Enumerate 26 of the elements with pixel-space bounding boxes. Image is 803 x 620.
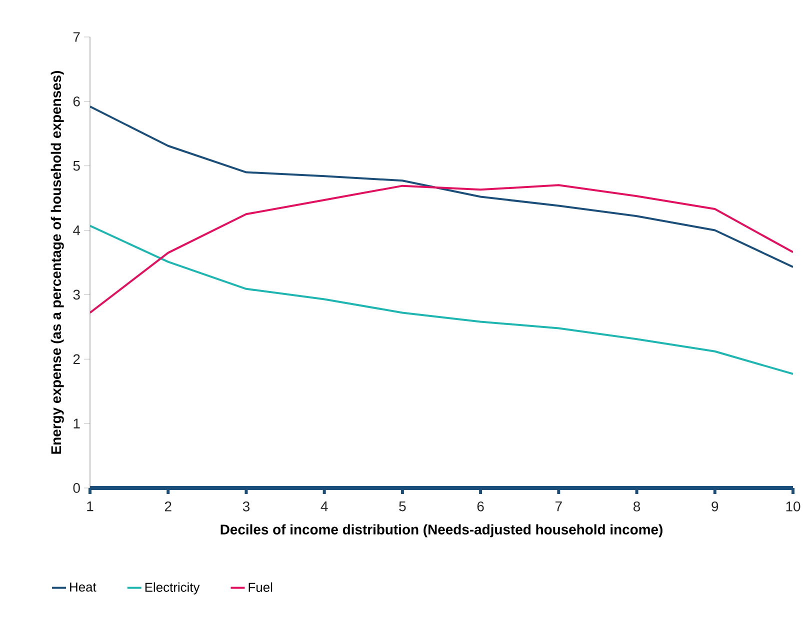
line-series — [90, 106, 793, 268]
x-tick-label: 1 — [87, 502, 94, 512]
legend-label: Fuel — [248, 582, 272, 592]
y-tick-label: 2 — [73, 354, 80, 364]
legend-label: Heat — [70, 582, 96, 592]
x-tick-label: 7 — [556, 502, 562, 512]
x-tick-label: 3 — [242, 501, 250, 512]
y-tick-label: 6 — [73, 96, 80, 106]
x-tick-label: 6 — [477, 501, 484, 512]
legend-label: Electricity — [145, 582, 200, 594]
x-tick-label: 10 — [786, 501, 800, 512]
y-tick-label: 0 — [73, 483, 80, 493]
y-tick-label: 3 — [73, 290, 80, 300]
x-tick-label: 5 — [399, 502, 406, 512]
y-axis-title: Energy expense (as a percentage of household expenses) — [50, 70, 64, 454]
x-tick-label: 2 — [164, 501, 172, 512]
y-tick-label: 7 — [73, 32, 80, 42]
line-series — [90, 184, 793, 314]
y-tick-label: 4 — [73, 225, 80, 236]
line-series — [90, 224, 793, 375]
y-tick-label: 1 — [74, 418, 80, 428]
x-axis-title: Deciles of income distribution (Needs-adjusted household income) — [220, 524, 662, 538]
x-tick-label: 9 — [712, 501, 718, 512]
x-tick-label: 8 — [634, 501, 640, 512]
y-tick-label: 5 — [73, 160, 80, 171]
x-tick-label: 4 — [320, 502, 328, 512]
